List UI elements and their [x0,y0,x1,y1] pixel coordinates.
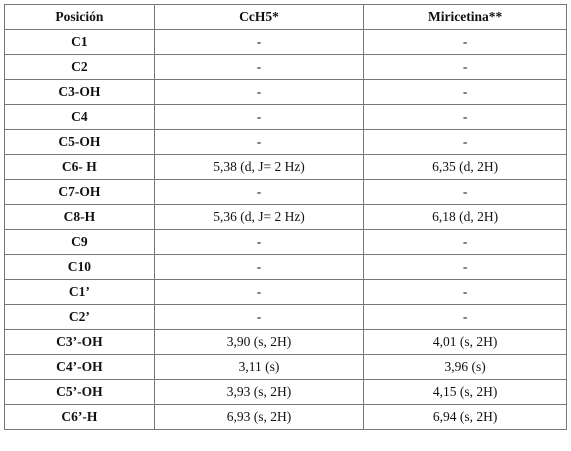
position-cell: C10 [4,254,155,280]
value-cell: - [153,279,365,305]
header-cell: CcH5* [153,4,365,30]
position-cell: C5-OH [4,129,155,155]
table-row: C3-OH - - [4,79,567,105]
table-row: C3’-OH 3,90 (s, 2H) 4,01 (s, 2H) [4,329,567,355]
value-cell: - [153,79,365,105]
table-row: C9- - [4,229,567,255]
value-cell: 3,96 (s) [363,354,567,380]
value-cell: 4,01 (s, 2H) [363,329,567,355]
value-cell: - [363,229,567,255]
position-cell: C1’ [4,279,155,305]
value-cell: - [153,254,365,280]
table-row: C2- - [4,54,567,80]
header-cell: Miricetina** [363,4,567,30]
header-row: Posición CcH5* Miricetina** [4,4,567,30]
value-cell: - [363,279,567,305]
position-cell: C6’-H [4,404,155,430]
value-cell: - [363,54,567,80]
position-cell: C8-H [4,204,155,230]
table-row: C1- - [4,29,567,55]
value-cell: 6,94 (s, 2H) [363,404,567,430]
value-cell: 5,36 (d, J= 2 Hz) [153,204,365,230]
table-row: C2’ - - [4,304,567,330]
value-cell: - [153,229,365,255]
table-body: C1- - C2- - C3-OH - - C4- - C5-OH - - C6- H 5,38 (d, … [4,29,567,430]
position-cell: C2’ [4,304,155,330]
value-cell: 6,93 (s, 2H) [153,404,365,430]
table-head: Posición CcH5* Miricetina** [4,4,567,30]
table-row: C8-H 5,36 (d, J= 2 Hz) 6,18 (d, 2H) [4,204,567,230]
table-row: C6’-H 6,93 (s, 2H) 6,94 (s, 2H) [4,404,567,430]
position-cell: C2 [4,54,155,80]
value-cell: - [363,179,567,205]
position-cell: C3-OH [4,79,155,105]
table-row: C4- - [4,104,567,130]
value-cell: - [363,104,567,130]
table-row: C7-OH - - [4,179,567,205]
value-cell: - [153,54,365,80]
position-cell: C3’-OH [4,329,155,355]
table-row: C1’ - - [4,279,567,305]
data-table: Posición CcH5* Miricetina** C1- - C2- - C3-OH -… [4,4,567,430]
table-row: C4’-OH 3,11 (s) 3,96 (s) [4,354,567,380]
table-row: C6- H 5,38 (d, J= 2 Hz) 6,35 (d, 2H) [4,154,567,180]
value-cell: - [153,29,365,55]
value-cell: - [363,79,567,105]
header-cell: Posición [4,4,155,30]
value-cell: - [363,254,567,280]
value-cell: - [363,129,567,155]
value-cell: - [153,104,365,130]
value-cell: 5,38 (d, J= 2 Hz) [153,154,365,180]
value-cell: 4,15 (s, 2H) [363,379,567,405]
value-cell: - [153,179,365,205]
table-row: C5’-OH 3,93 (s, 2H) 4,15 (s, 2H) [4,379,567,405]
position-cell: C9 [4,229,155,255]
position-cell: C5’-OH [4,379,155,405]
value-cell: - [153,304,365,330]
value-cell: 3,93 (s, 2H) [153,379,365,405]
position-cell: C4’-OH [4,354,155,380]
table-row: C5-OH - - [4,129,567,155]
position-cell: C7-OH [4,179,155,205]
value-cell: 3,11 (s) [153,354,365,380]
value-cell: 6,35 (d, 2H) [363,154,567,180]
value-cell: - [363,304,567,330]
position-cell: C6- H [4,154,155,180]
value-cell: - [363,29,567,55]
position-cell: C4 [4,104,155,130]
value-cell: 6,18 (d, 2H) [363,204,567,230]
value-cell: - [153,129,365,155]
table-row: C10- - [4,254,567,280]
position-cell: C1 [4,29,155,55]
value-cell: 3,90 (s, 2H) [153,329,365,355]
